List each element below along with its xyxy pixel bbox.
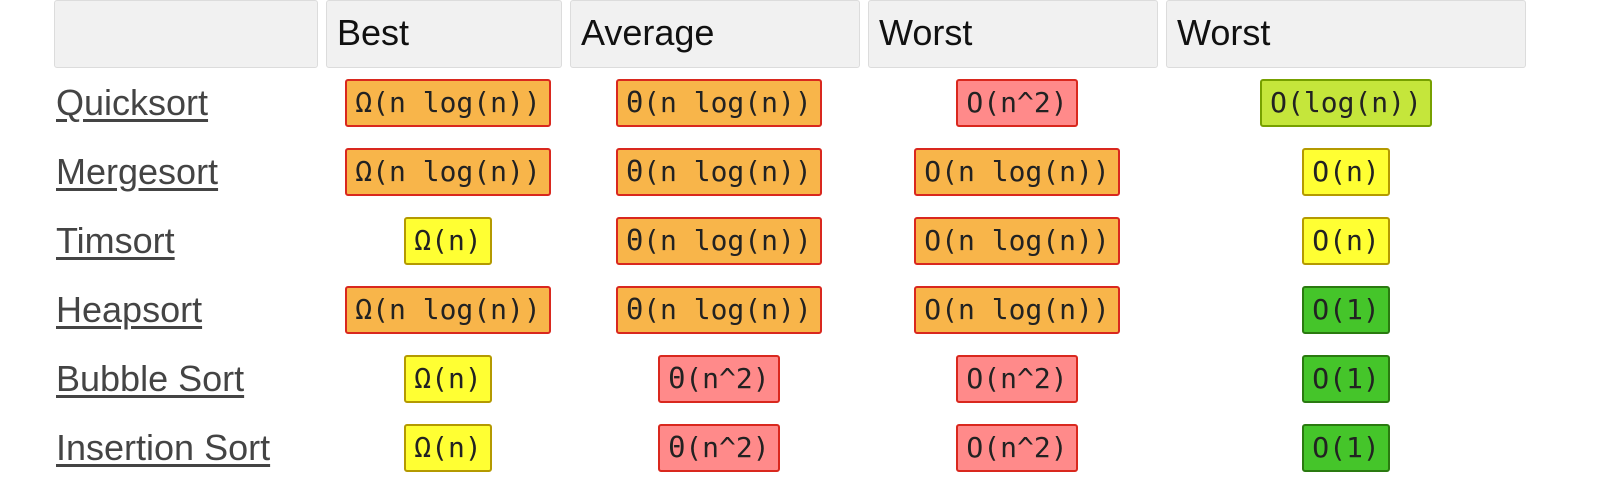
worst-cell: O(n log(n)) bbox=[868, 285, 1166, 334]
best-cell: Ω(n) bbox=[326, 216, 570, 265]
average-cell: Θ(n log(n)) bbox=[570, 147, 868, 196]
complexity-badge: O(n log(n)) bbox=[914, 216, 1120, 265]
complexity-badge: O(n) bbox=[1302, 216, 1390, 265]
complexity-badge: Ω(n) bbox=[404, 354, 492, 403]
algorithm-name-cell: Bubble Sort bbox=[54, 358, 326, 400]
complexity-badge: O(log(n)) bbox=[1260, 78, 1432, 127]
average-cell: Θ(n log(n)) bbox=[570, 216, 868, 265]
complexity-table: Best Average Worst Worst Quicksort Ω(n l… bbox=[54, 0, 1532, 482]
header-worst-space: Worst bbox=[1166, 0, 1526, 68]
best-cell: Ω(n log(n)) bbox=[326, 147, 570, 196]
space-cell: O(log(n)) bbox=[1166, 78, 1526, 127]
space-cell: O(1) bbox=[1166, 285, 1526, 334]
algorithm-link-timsort[interactable]: Timsort bbox=[56, 219, 175, 261]
algorithm-link-heapsort[interactable]: Heapsort bbox=[56, 288, 203, 330]
algorithm-link-insertion-sort[interactable]: Insertion Sort bbox=[56, 426, 271, 468]
complexity-badge: O(n log(n)) bbox=[914, 285, 1120, 334]
complexity-badge: O(1) bbox=[1302, 423, 1390, 472]
complexity-badge: O(n) bbox=[1302, 147, 1390, 196]
worst-cell: O(n^2) bbox=[868, 78, 1166, 127]
complexity-badge: Θ(n log(n)) bbox=[616, 285, 822, 334]
table-row: Timsort Ω(n) Θ(n log(n)) O(n log(n)) O(n… bbox=[54, 206, 1532, 275]
header-best: Best bbox=[326, 0, 562, 68]
complexity-badge: O(1) bbox=[1302, 285, 1390, 334]
complexity-badge: Θ(n^2) bbox=[658, 354, 780, 403]
complexity-badge: Ω(n log(n)) bbox=[345, 285, 551, 334]
complexity-badge: Ω(n log(n)) bbox=[345, 147, 551, 196]
table-row: Bubble Sort Ω(n) Θ(n^2) O(n^2) O(1) bbox=[54, 344, 1532, 413]
average-cell: Θ(n log(n)) bbox=[570, 285, 868, 334]
complexity-badge: O(1) bbox=[1302, 354, 1390, 403]
best-cell: Ω(n log(n)) bbox=[326, 78, 570, 127]
average-cell: Θ(n log(n)) bbox=[570, 78, 868, 127]
average-cell: Θ(n^2) bbox=[570, 354, 868, 403]
table-header-row: Best Average Worst Worst bbox=[54, 0, 1532, 68]
algorithm-link-mergesort[interactable]: Mergesort bbox=[56, 150, 219, 192]
space-cell: O(1) bbox=[1166, 354, 1526, 403]
header-worst-time: Worst bbox=[868, 0, 1158, 68]
algorithm-name-cell: Heapsort bbox=[54, 289, 326, 331]
table-row: Heapsort Ω(n log(n)) Θ(n log(n)) O(n log… bbox=[54, 275, 1532, 344]
complexity-badge: Ω(n log(n)) bbox=[345, 78, 551, 127]
complexity-badge: Θ(n log(n)) bbox=[616, 78, 822, 127]
algorithm-name-cell: Timsort bbox=[54, 220, 326, 262]
complexity-badge: O(n^2) bbox=[956, 354, 1078, 403]
algorithm-name-cell: Quicksort bbox=[54, 82, 326, 124]
table-row: Quicksort Ω(n log(n)) Θ(n log(n)) O(n^2)… bbox=[54, 68, 1532, 137]
complexity-badge: Θ(n log(n)) bbox=[616, 147, 822, 196]
algorithm-name-cell: Insertion Sort bbox=[54, 427, 326, 469]
algorithm-name-cell: Mergesort bbox=[54, 151, 326, 193]
table-row: Mergesort Ω(n log(n)) Θ(n log(n)) O(n lo… bbox=[54, 137, 1532, 206]
space-cell: O(n) bbox=[1166, 216, 1526, 265]
best-cell: Ω(n) bbox=[326, 423, 570, 472]
complexity-badge: Ω(n) bbox=[404, 423, 492, 472]
algorithm-link-quicksort[interactable]: Quicksort bbox=[56, 81, 209, 123]
average-cell: Θ(n^2) bbox=[570, 423, 868, 472]
complexity-badge: Ω(n) bbox=[404, 216, 492, 265]
space-cell: O(1) bbox=[1166, 423, 1526, 472]
worst-cell: O(n log(n)) bbox=[868, 216, 1166, 265]
complexity-badge: O(n^2) bbox=[956, 78, 1078, 127]
worst-cell: O(n log(n)) bbox=[868, 147, 1166, 196]
table-row: Insertion Sort Ω(n) Θ(n^2) O(n^2) O(1) bbox=[54, 413, 1532, 482]
complexity-badge: Θ(n log(n)) bbox=[616, 216, 822, 265]
algorithm-link-bubble-sort[interactable]: Bubble Sort bbox=[56, 357, 245, 399]
worst-cell: O(n^2) bbox=[868, 354, 1166, 403]
header-empty-cell bbox=[54, 0, 318, 68]
complexity-badge: Θ(n^2) bbox=[658, 423, 780, 472]
best-cell: Ω(n) bbox=[326, 354, 570, 403]
complexity-badge: O(n log(n)) bbox=[914, 147, 1120, 196]
complexity-badge: O(n^2) bbox=[956, 423, 1078, 472]
header-average: Average bbox=[570, 0, 860, 68]
worst-cell: O(n^2) bbox=[868, 423, 1166, 472]
best-cell: Ω(n log(n)) bbox=[326, 285, 570, 334]
space-cell: O(n) bbox=[1166, 147, 1526, 196]
